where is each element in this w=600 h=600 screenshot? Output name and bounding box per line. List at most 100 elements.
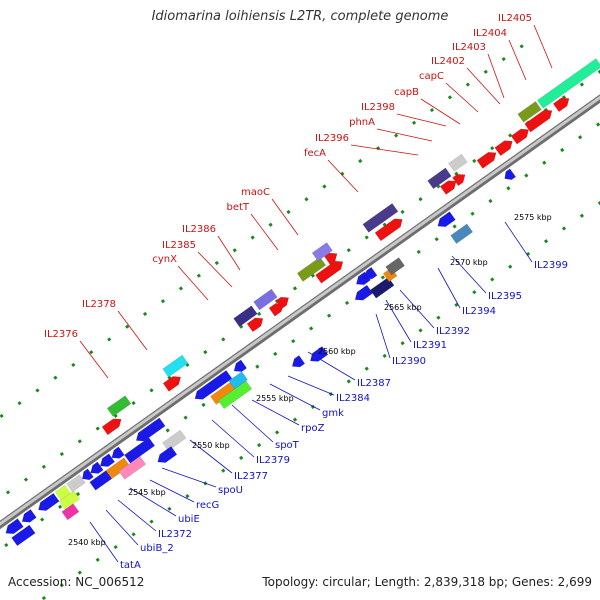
gene-label-reverse[interactable]: gmk bbox=[322, 408, 344, 419]
gene-feature[interactable] bbox=[152, 417, 166, 430]
gene-feature[interactable] bbox=[494, 140, 513, 157]
tick-mark bbox=[40, 517, 45, 522]
tick-mark bbox=[524, 173, 529, 178]
gene-feature[interactable] bbox=[517, 101, 542, 123]
gene-feature[interactable] bbox=[233, 359, 248, 372]
gene-feature[interactable] bbox=[427, 167, 452, 190]
gene-feature[interactable] bbox=[118, 455, 147, 480]
gene-label-reverse[interactable]: IL2390 bbox=[392, 356, 426, 367]
gene-label-forward[interactable]: maoC bbox=[241, 187, 270, 198]
gene-feature[interactable] bbox=[82, 468, 94, 481]
gene-feature[interactable] bbox=[61, 503, 80, 521]
gene-feature[interactable] bbox=[101, 418, 122, 436]
gene-feature[interactable] bbox=[362, 203, 399, 233]
gene-feature[interactable] bbox=[437, 211, 456, 227]
gene-feature[interactable] bbox=[228, 371, 248, 390]
gene-label-reverse[interactable]: tatA bbox=[120, 560, 141, 571]
gene-feature[interactable] bbox=[162, 376, 182, 392]
label-connector bbox=[504, 221, 533, 263]
gene-feature[interactable] bbox=[510, 128, 530, 145]
tick-mark bbox=[418, 328, 423, 333]
gene-feature[interactable] bbox=[54, 484, 71, 501]
tick-mark bbox=[470, 211, 475, 216]
gene-label-forward[interactable]: IL2376 bbox=[44, 329, 78, 340]
gene-label-forward[interactable]: capC bbox=[419, 71, 444, 82]
gene-label-reverse[interactable]: IL2391 bbox=[413, 340, 447, 351]
gene-label-reverse[interactable]: IL2394 bbox=[462, 306, 496, 317]
gene-feature[interactable] bbox=[246, 317, 264, 333]
gene-label-reverse[interactable]: IL2372 bbox=[158, 529, 192, 540]
gene-label-forward[interactable]: IL2405 bbox=[498, 13, 532, 24]
gene-feature[interactable] bbox=[38, 492, 60, 511]
gene-feature[interactable] bbox=[157, 446, 178, 463]
gene-label-forward[interactable]: betT bbox=[226, 202, 249, 213]
gene-feature[interactable] bbox=[99, 453, 116, 467]
gene-label-reverse[interactable]: IL2379 bbox=[256, 455, 290, 466]
gene-feature[interactable] bbox=[58, 490, 81, 510]
gene-feature[interactable] bbox=[374, 218, 403, 242]
gene-feature[interactable] bbox=[5, 518, 24, 535]
gene-feature[interactable] bbox=[106, 395, 132, 417]
gene-feature[interactable] bbox=[253, 288, 278, 311]
gene-label-forward[interactable]: IL2398 bbox=[361, 102, 395, 113]
gene-feature[interactable] bbox=[452, 173, 466, 187]
gene-label-forward[interactable]: IL2386 bbox=[182, 224, 216, 235]
gene-feature[interactable] bbox=[311, 242, 333, 262]
gene-label-reverse[interactable]: IL2399 bbox=[534, 260, 568, 271]
gene-label-reverse[interactable]: rpoZ bbox=[301, 423, 325, 434]
gene-label-forward[interactable]: fecA bbox=[304, 148, 326, 159]
gene-feature[interactable] bbox=[219, 370, 233, 383]
gene-label-forward[interactable]: IL2402 bbox=[431, 56, 465, 67]
gene-feature[interactable] bbox=[162, 429, 187, 452]
gene-label-forward[interactable]: phnA bbox=[349, 117, 375, 128]
gene-feature[interactable] bbox=[11, 524, 36, 547]
gene-feature[interactable] bbox=[364, 266, 378, 280]
gene-label-reverse[interactable]: IL2377 bbox=[234, 471, 268, 482]
gene-feature[interactable] bbox=[291, 355, 306, 368]
label-connector bbox=[385, 299, 412, 343]
gene-label-reverse[interactable]: IL2384 bbox=[336, 393, 370, 404]
gene-feature[interactable] bbox=[233, 305, 258, 328]
gene-label-reverse[interactable]: recG bbox=[196, 500, 219, 511]
gene-feature[interactable] bbox=[21, 509, 37, 523]
tick-mark bbox=[75, 491, 81, 497]
gene-feature[interactable] bbox=[124, 437, 156, 464]
gene-feature[interactable] bbox=[524, 109, 553, 133]
gene-feature[interactable] bbox=[354, 284, 374, 301]
gene-label-reverse[interactable]: ubiE bbox=[178, 514, 200, 525]
gene-label-forward[interactable]: IL2378 bbox=[82, 299, 116, 310]
gene-label-reverse[interactable]: IL2387 bbox=[357, 378, 391, 389]
gene-feature[interactable] bbox=[448, 153, 468, 172]
gene-feature[interactable] bbox=[309, 346, 329, 362]
gene-label-reverse[interactable]: spoU bbox=[218, 485, 243, 496]
gene-feature[interactable] bbox=[66, 474, 86, 493]
label-connector bbox=[189, 439, 233, 474]
gene-label-forward[interactable]: capB bbox=[394, 87, 419, 98]
gene-label-reverse[interactable]: IL2392 bbox=[436, 326, 470, 337]
tick-mark bbox=[201, 402, 206, 407]
gene-label-forward[interactable]: IL2385 bbox=[162, 240, 196, 251]
gene-feature[interactable] bbox=[296, 256, 327, 282]
gene-label-reverse[interactable]: ubiB_2 bbox=[140, 543, 174, 554]
gene-label-forward[interactable]: IL2404 bbox=[473, 28, 507, 39]
gene-feature[interactable] bbox=[369, 276, 395, 299]
gene-feature[interactable] bbox=[275, 296, 290, 310]
gene-label-forward[interactable]: IL2403 bbox=[452, 42, 486, 53]
tick-mark bbox=[59, 583, 64, 588]
gene-label-reverse[interactable]: spoT bbox=[275, 440, 300, 451]
gene-feature[interactable] bbox=[385, 257, 405, 276]
gene-feature[interactable] bbox=[552, 97, 570, 113]
gene-feature[interactable] bbox=[324, 252, 338, 265]
gene-feature[interactable] bbox=[504, 168, 517, 181]
gene-label-forward[interactable]: IL2396 bbox=[315, 133, 349, 144]
gene-feature[interactable] bbox=[476, 151, 497, 169]
gene-feature[interactable] bbox=[90, 461, 104, 474]
gene-feature[interactable] bbox=[217, 380, 253, 410]
gene-label-reverse[interactable]: IL2395 bbox=[488, 291, 522, 302]
gene-feature[interactable] bbox=[450, 223, 474, 244]
gene-feature[interactable] bbox=[162, 354, 189, 378]
gene-label-forward[interactable]: cynX bbox=[152, 254, 177, 265]
gene-feature[interactable] bbox=[111, 446, 125, 459]
gene-feature[interactable] bbox=[536, 58, 600, 109]
gene-feature[interactable] bbox=[439, 180, 457, 195]
